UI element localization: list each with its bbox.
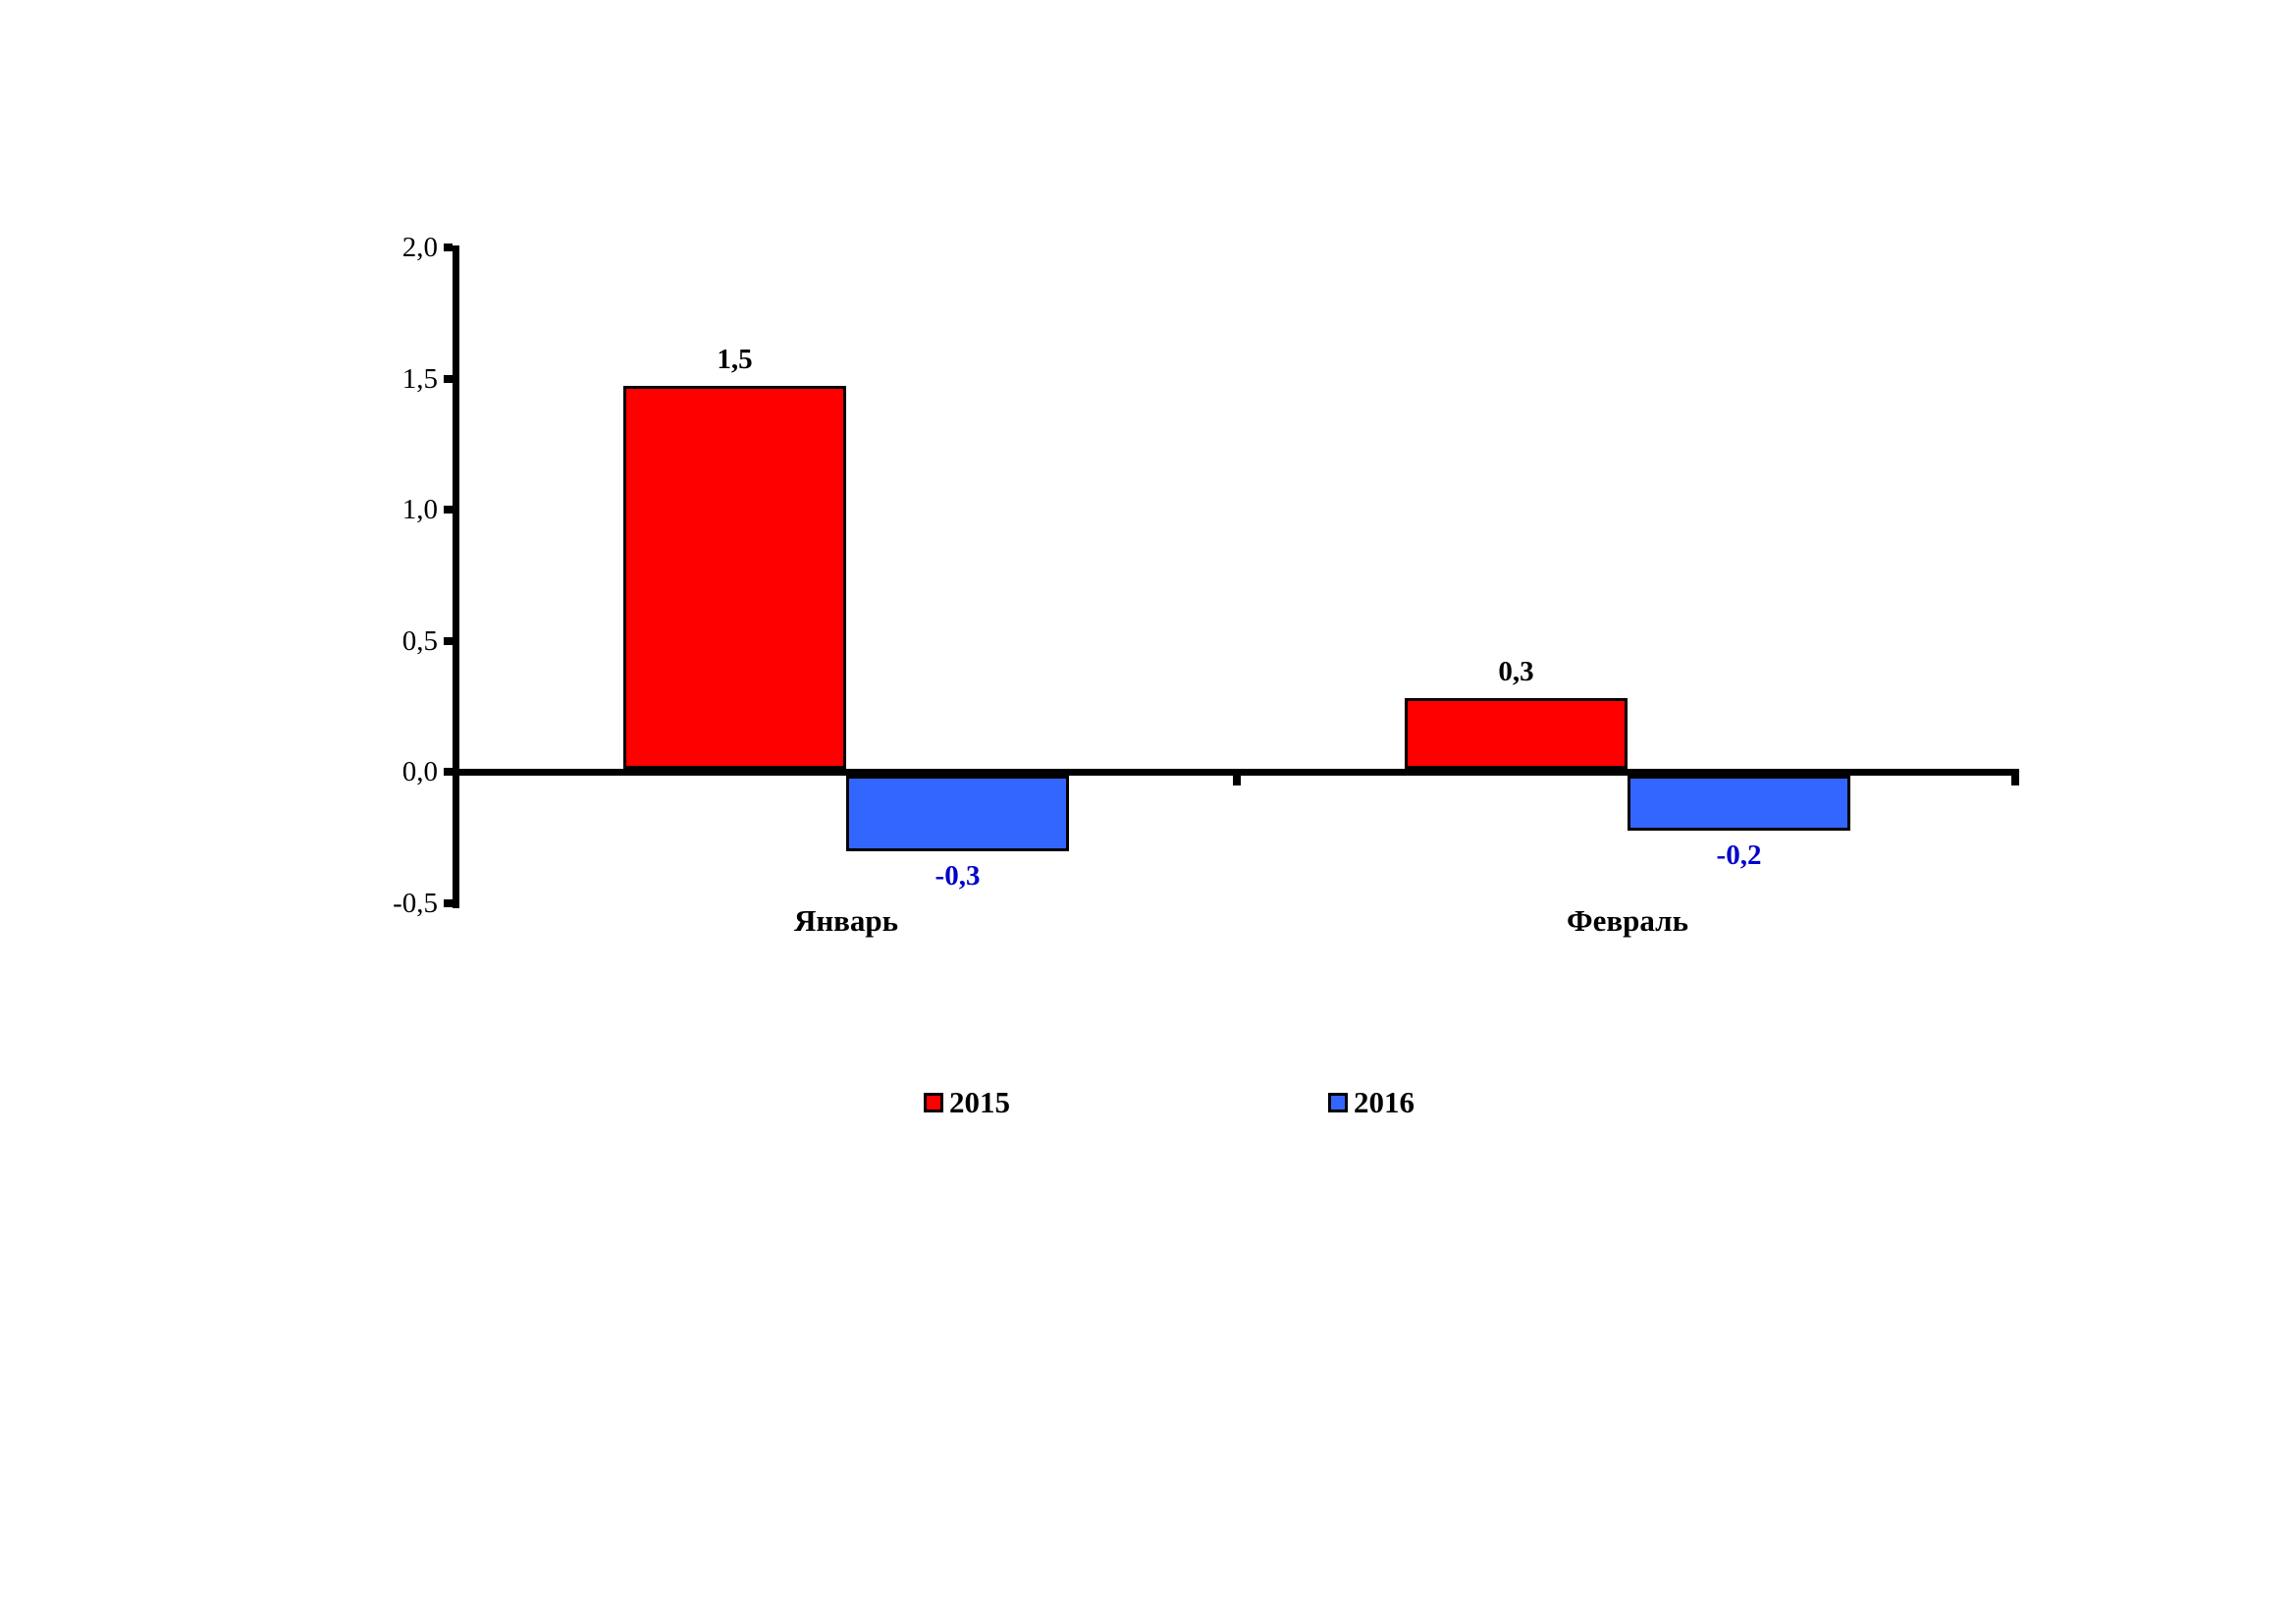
bar-2016-january (846, 776, 1069, 851)
legend-swatch-2015 (924, 1093, 943, 1112)
y-tick-mark (444, 768, 453, 776)
legend-label-2016: 2016 (1354, 1085, 1415, 1119)
y-tick-mark (444, 899, 453, 907)
bar-2016-february (1628, 776, 1850, 831)
y-tick-label: 2,0 (401, 232, 438, 263)
value-label-2015-january: 1,5 (717, 344, 753, 375)
legend-label-2015: 2015 (949, 1085, 1010, 1119)
y-tick-mark (444, 506, 453, 514)
value-label-2015-february: 0,3 (1498, 656, 1534, 687)
bar-2015-february (1405, 698, 1628, 769)
value-label-2016-february: -0,2 (1716, 839, 1762, 871)
x-tick-mark (2011, 776, 2019, 785)
x-axis-line (453, 769, 2019, 776)
y-axis-line (453, 245, 459, 908)
y-tick-mark (444, 244, 453, 251)
y-tick-label: 0,5 (401, 625, 438, 657)
legend-swatch-2016 (1328, 1093, 1348, 1112)
bar-2015-january (623, 386, 846, 769)
category-label-january: Январь (793, 903, 899, 938)
category-label-february: Февраль (1567, 903, 1688, 938)
y-tick-mark (444, 637, 453, 645)
legend-item-2015: 2015 (924, 1084, 1010, 1121)
y-tick-mark (444, 375, 453, 383)
y-tick-label: -0,5 (393, 888, 438, 919)
legend-item-2016: 2016 (1328, 1084, 1415, 1121)
y-tick-label: 0,0 (401, 756, 438, 787)
x-tick-mark (1233, 776, 1241, 785)
y-tick-label: 1,5 (401, 363, 438, 395)
value-label-2016-january: -0,3 (934, 860, 981, 892)
y-tick-label: 1,0 (401, 494, 438, 525)
